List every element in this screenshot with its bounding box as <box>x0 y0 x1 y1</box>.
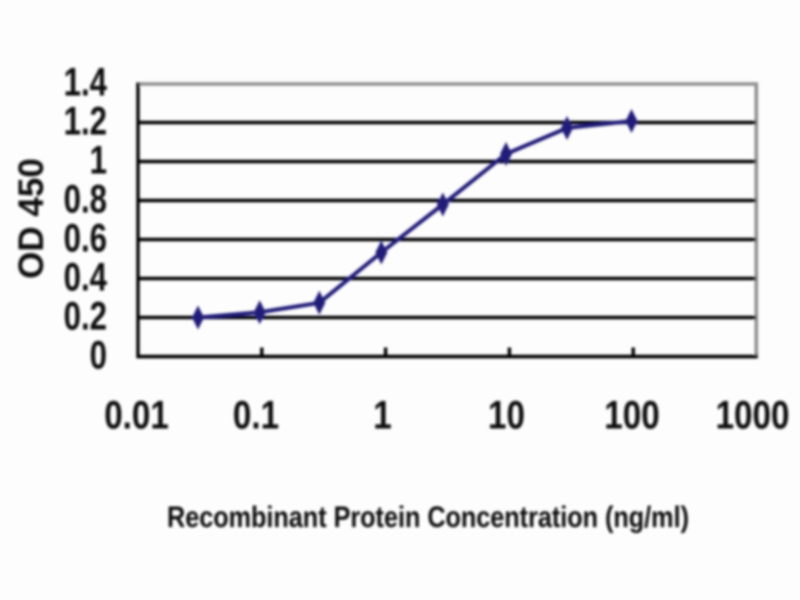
svg-text:0.1: 0.1 <box>233 392 279 437</box>
svg-text:1: 1 <box>373 392 391 437</box>
svg-text:1.2: 1.2 <box>64 99 107 144</box>
svg-text:100: 100 <box>604 392 659 437</box>
svg-text:0.01: 0.01 <box>104 392 169 437</box>
svg-text:0: 0 <box>90 333 107 378</box>
svg-text:0.8: 0.8 <box>64 177 107 222</box>
svg-text:OD 450: OD 450 <box>12 158 51 279</box>
svg-text:1: 1 <box>90 138 107 183</box>
svg-text:0.4: 0.4 <box>64 255 107 300</box>
svg-text:0.6: 0.6 <box>64 216 107 261</box>
svg-text:Recombinant Protein Concentrat: Recombinant Protein Concentration (ng/ml… <box>167 500 689 534</box>
svg-text:1000: 1000 <box>716 392 790 437</box>
svg-text:10: 10 <box>488 392 525 437</box>
svg-text:0.2: 0.2 <box>64 294 107 339</box>
svg-text:1.4: 1.4 <box>64 60 107 105</box>
